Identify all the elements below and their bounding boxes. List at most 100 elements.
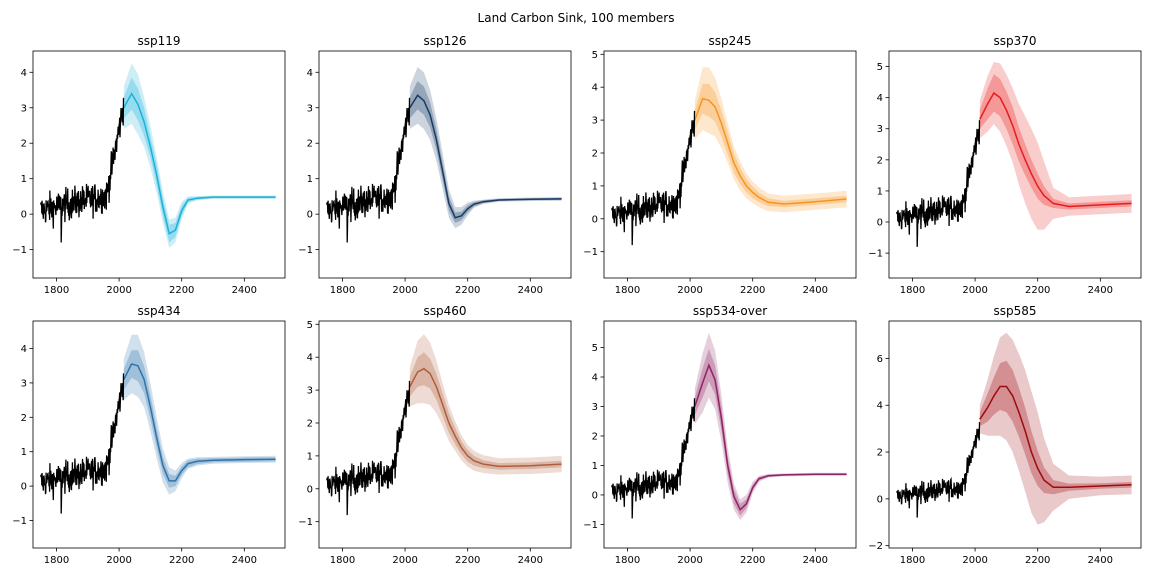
axes-frame (603, 50, 857, 279)
x-tick-label: 1800 (330, 285, 355, 296)
band-inner (123, 350, 276, 488)
x-tick-label: 2400 (1088, 285, 1113, 296)
chart-panel-ssp126: ssp126 1800 2000 2200 2400 −1 0 1 2 3 4 (298, 34, 572, 296)
x-tick-label: 2400 (232, 555, 257, 566)
y-tick-label: −1 (298, 245, 313, 256)
y-tick-label: −2 (868, 541, 883, 552)
y-tick-label: 0 (592, 490, 598, 501)
y-tick-label: 3 (21, 378, 27, 389)
y-tick-label: 4 (21, 68, 27, 79)
x-tick-label: 1800 (900, 285, 925, 296)
historical-line (326, 380, 411, 516)
chart-panel-ssp370: ssp370 1800 2000 2200 2400 −1 0 1 2 3 4 5 (868, 34, 1142, 296)
axes-frame (318, 320, 572, 549)
y-tick-label: 1 (592, 461, 598, 472)
chart-title: ssp126 (423, 34, 466, 48)
y-tick-label: 0 (21, 482, 27, 493)
median-line (979, 91, 1132, 208)
x-tick-label: 2200 (455, 285, 480, 296)
y-tick-label: 4 (21, 344, 27, 355)
historical-line (611, 398, 696, 519)
median-line (409, 94, 562, 219)
x-tick-label: 2000 (962, 555, 987, 566)
y-tick-label: 3 (592, 116, 598, 127)
x-tick-label: 2200 (740, 285, 765, 296)
y-tick-label: 4 (592, 373, 598, 384)
x-tick-label: 2000 (106, 555, 131, 566)
historical-line (40, 373, 125, 514)
median-line (979, 385, 1132, 488)
axes-frame (32, 320, 286, 549)
historical-line (40, 97, 125, 243)
x-tick-label: 2400 (803, 555, 828, 566)
band-outer (979, 332, 1132, 525)
chart-title: ssp119 (137, 34, 180, 48)
y-tick-label: 1 (307, 451, 313, 462)
axes-frame (603, 320, 857, 549)
band-inner (409, 352, 562, 470)
y-tick-label: 4 (592, 83, 598, 94)
chart-panel-ssp119: ssp119 1800 2000 2200 2400 −1 0 1 2 3 4 (12, 34, 286, 296)
y-tick-label: 3 (21, 103, 27, 114)
y-tick-label: 0 (877, 218, 883, 229)
x-tick-label: 2200 (740, 555, 765, 566)
x-tick-label: 2000 (106, 285, 131, 296)
y-tick-label: 2 (592, 431, 598, 442)
y-tick-label: 5 (877, 62, 883, 73)
y-tick-label: −1 (12, 245, 27, 256)
chart-title: ssp434 (137, 304, 180, 318)
y-tick-label: 0 (21, 210, 27, 221)
chart-title: ssp585 (993, 304, 1036, 318)
y-tick-label: 0 (307, 484, 313, 495)
y-tick-label: 2 (592, 148, 598, 159)
y-tick-label: 2 (21, 413, 27, 424)
band-inner (979, 360, 1132, 495)
y-tick-label: 5 (307, 320, 313, 331)
x-tick-label: 2400 (518, 285, 543, 296)
median-line (694, 363, 847, 511)
x-tick-label: 2400 (518, 555, 543, 566)
y-tick-label: 3 (877, 124, 883, 135)
chart-title: ssp245 (708, 34, 751, 48)
axes-frame (318, 50, 572, 279)
chart-panel-ssp245: ssp245 1800 2000 2200 2400 −1 0 1 2 3 4 5 (583, 34, 857, 296)
band-outer (409, 67, 562, 229)
band-outer (979, 61, 1132, 230)
y-tick-label: 4 (877, 401, 883, 412)
y-tick-label: 4 (877, 93, 883, 104)
y-tick-label: −1 (583, 247, 598, 258)
y-tick-label: 2 (307, 139, 313, 150)
band-outer (123, 334, 276, 495)
chart-title: ssp460 (423, 304, 466, 318)
y-tick-label: 3 (307, 386, 313, 397)
median-line (409, 367, 562, 468)
y-tick-label: −1 (298, 517, 313, 528)
y-tick-label: 1 (592, 181, 598, 192)
x-tick-label: 2000 (677, 555, 702, 566)
y-tick-label: 0 (592, 214, 598, 225)
y-tick-label: 0 (877, 494, 883, 505)
axes-frame (888, 320, 1142, 549)
historical-line (896, 120, 981, 247)
band-outer (694, 332, 847, 520)
chart-title: ssp370 (993, 34, 1036, 48)
axes-frame (32, 50, 286, 279)
y-tick-label: 2 (877, 448, 883, 459)
x-tick-label: 1800 (330, 555, 355, 566)
median-line (123, 92, 276, 235)
x-tick-label: 1800 (615, 285, 640, 296)
x-tick-label: 1800 (44, 555, 69, 566)
y-tick-label: 3 (592, 402, 598, 413)
y-tick-label: 2 (307, 418, 313, 429)
y-tick-label: −1 (868, 249, 883, 260)
band-outer (123, 63, 276, 248)
y-tick-label: −1 (583, 520, 598, 531)
y-tick-label: 3 (307, 103, 313, 114)
band-inner (694, 83, 847, 208)
y-tick-label: 4 (307, 353, 313, 364)
band-inner (123, 77, 276, 243)
chart-panel-ssp585: ssp585 1800 2000 2200 2400 −2 0 2 4 6 (868, 304, 1142, 566)
chart-title: ssp534-over (693, 304, 767, 318)
historical-line (896, 422, 981, 518)
